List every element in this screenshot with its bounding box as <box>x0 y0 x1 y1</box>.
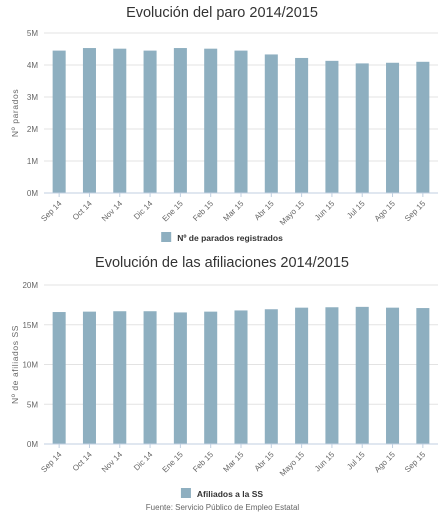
bar[interactable] <box>386 307 400 444</box>
bar[interactable] <box>416 308 430 444</box>
x-tick-label: Mar 15 <box>221 199 245 223</box>
x-tick-label: Abr 15 <box>253 450 276 473</box>
bar[interactable] <box>143 311 157 444</box>
x-tick-label: Mar 15 <box>221 450 245 474</box>
bar[interactable] <box>173 48 187 193</box>
y-tick-label: 5M <box>27 400 38 409</box>
y-tick-label: 10M <box>22 361 38 370</box>
bar[interactable] <box>143 50 157 193</box>
x-tick-label: Abr 15 <box>253 199 276 222</box>
x-tick-label: Sep 15 <box>403 450 428 475</box>
chart-title: Evolución de las afiliaciones 2014/2015 <box>95 255 349 271</box>
y-tick-label: 5M <box>27 29 38 38</box>
x-tick-label: Feb 15 <box>191 450 215 474</box>
y-tick-label: 0M <box>27 189 38 198</box>
bar[interactable] <box>234 310 248 444</box>
x-tick-label: Oct 14 <box>71 199 94 222</box>
x-tick-label: Jul 15 <box>345 450 367 472</box>
bar[interactable] <box>173 312 187 444</box>
afiliaciones-chart: Evolución de las afiliaciones 2014/2015 … <box>10 255 438 499</box>
x-tick-label: Mayo 15 <box>278 199 306 227</box>
bar[interactable] <box>52 312 66 444</box>
x-tick-label: Ago 15 <box>373 450 398 475</box>
bar[interactable] <box>204 311 218 444</box>
bar[interactable] <box>113 311 127 444</box>
x-tick-label: Feb 15 <box>191 199 215 223</box>
y-axis-label: Nº parados <box>10 89 20 137</box>
y-tick-label: 2M <box>27 125 38 134</box>
y-tick-label: 20M <box>22 281 38 290</box>
bar[interactable] <box>264 54 278 193</box>
x-tick-label: Mayo 15 <box>278 450 306 478</box>
y-tick-label: 1M <box>27 157 38 166</box>
legend-swatch <box>161 232 172 242</box>
bar[interactable] <box>52 50 66 193</box>
y-axis-label: Nº de afiliados SS <box>10 325 20 404</box>
y-tick-label: 3M <box>27 93 38 102</box>
x-tick-label: Dic 14 <box>132 450 155 473</box>
legend-swatch <box>180 488 191 498</box>
legend-label: Afiliados a la SS <box>197 489 263 499</box>
x-tick-label: Oct 14 <box>71 450 94 473</box>
x-tick-label: Nov 14 <box>100 199 125 224</box>
legend-label: Nº de parados registrados <box>177 233 283 243</box>
bar[interactable] <box>355 306 369 444</box>
x-tick-label: Dic 14 <box>132 199 155 222</box>
bar[interactable] <box>295 307 309 444</box>
bar[interactable] <box>204 48 218 194</box>
legend[interactable]: Afiliados a la SS <box>180 488 263 499</box>
chart-title: Evolución del paro 2014/2015 <box>126 5 318 21</box>
bar[interactable] <box>416 61 430 193</box>
x-tick-label: Jul 15 <box>345 199 367 221</box>
x-tick-labels: Sep 14 Oct 14 Nov 14 Dic 14 Ene 15 Feb 15 Mar … <box>39 193 428 227</box>
bar[interactable] <box>234 50 248 193</box>
legend[interactable]: Nº de parados registrados <box>161 232 283 243</box>
bar[interactable] <box>295 57 309 194</box>
bar[interactable] <box>325 60 339 194</box>
paro-chart: Evolución del paro 2014/2015 Nº parados … <box>10 5 438 243</box>
bar[interactable] <box>355 63 369 194</box>
y-tick-labels: 0M 1M 2M 3M 4M 5M <box>27 29 38 198</box>
bars <box>52 48 430 194</box>
x-tick-label: Sep 15 <box>403 199 428 224</box>
bar[interactable] <box>113 48 127 194</box>
x-tick-label: Sep 14 <box>39 450 64 475</box>
x-tick-label: Jun 15 <box>313 450 337 474</box>
x-tick-label: Sep 14 <box>39 199 64 224</box>
bar[interactable] <box>386 62 400 194</box>
bar[interactable] <box>82 48 96 193</box>
x-tick-label: Ago 15 <box>373 199 398 224</box>
y-tick-label: 0M <box>27 440 38 449</box>
y-tick-labels: 0M 5M 10M 15M 20M <box>22 281 38 449</box>
x-tick-label: Jun 15 <box>313 199 337 223</box>
x-tick-labels: Sep 14 Oct 14 Nov 14 Dic 14 Ene 15 Feb 15 Mar … <box>39 444 428 478</box>
x-tick-label: Ene 15 <box>161 199 186 224</box>
source-note: Fuente: Servicio Público de Empleo Estat… <box>145 503 300 512</box>
bar[interactable] <box>325 307 339 444</box>
bar[interactable] <box>82 311 96 444</box>
bars <box>52 306 430 444</box>
x-tick-label: Ene 15 <box>161 450 186 475</box>
y-tick-label: 15M <box>22 321 38 330</box>
bar[interactable] <box>264 309 278 444</box>
x-tick-label: Nov 14 <box>100 450 125 475</box>
y-tick-label: 4M <box>27 61 38 70</box>
